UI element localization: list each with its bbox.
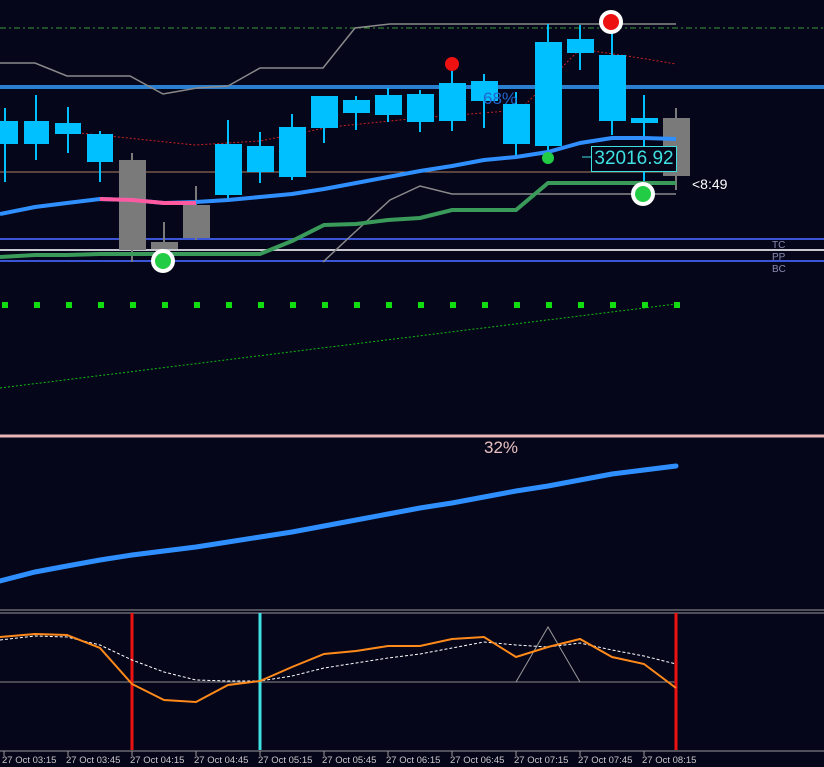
sub-trend-line	[0, 463, 679, 584]
time-tick: 27 Oct 07:45	[578, 755, 633, 766]
pivot-tc-label: TC	[772, 240, 786, 251]
time-tick: 27 Oct 08:15	[642, 755, 697, 766]
stoch-main-line	[0, 632, 677, 704]
time-tick: 27 Oct 03:15	[2, 755, 57, 766]
time-axis-ticks	[3, 751, 645, 756]
time-tick: 27 Oct 04:45	[194, 755, 249, 766]
sub-percent-label: 32%	[484, 438, 519, 457]
candlesticks[interactable]	[0, 24, 690, 262]
sell-signal-1	[445, 57, 459, 74]
stoch-signal-line	[0, 635, 677, 682]
time-tick: 27 Oct 03:45	[66, 755, 121, 766]
time-tick: 27 Oct 04:15	[130, 755, 185, 766]
small-green-dot	[542, 152, 554, 164]
green-dot-row	[2, 302, 680, 308]
sell-signal-2	[599, 10, 623, 34]
ma-green	[0, 181, 676, 259]
buy-signal-2	[631, 182, 655, 206]
pivot-bc-label: BC	[772, 264, 786, 275]
ma-pink-segment	[99, 197, 196, 205]
time-tick: 27 Oct 05:15	[258, 755, 313, 766]
stoch-spike	[515, 626, 581, 683]
envelope-lower	[322, 185, 676, 263]
pivot-pp-label: PP	[772, 252, 786, 263]
main-percent-label: 68%	[483, 89, 518, 108]
time-tick: 27 Oct 06:45	[450, 755, 505, 766]
candle-countdown: <8:49	[692, 176, 728, 192]
red-trend-line	[69, 48, 677, 146]
green-dashed-trend	[0, 303, 677, 389]
time-tick: 27 Oct 05:45	[322, 755, 377, 766]
current-price-label: 32016.92	[591, 146, 677, 172]
time-tick: 27 Oct 07:15	[514, 755, 569, 766]
time-tick: 27 Oct 06:15	[386, 755, 441, 766]
buy-signal-1	[151, 249, 175, 273]
envelope-upper	[0, 23, 676, 95]
